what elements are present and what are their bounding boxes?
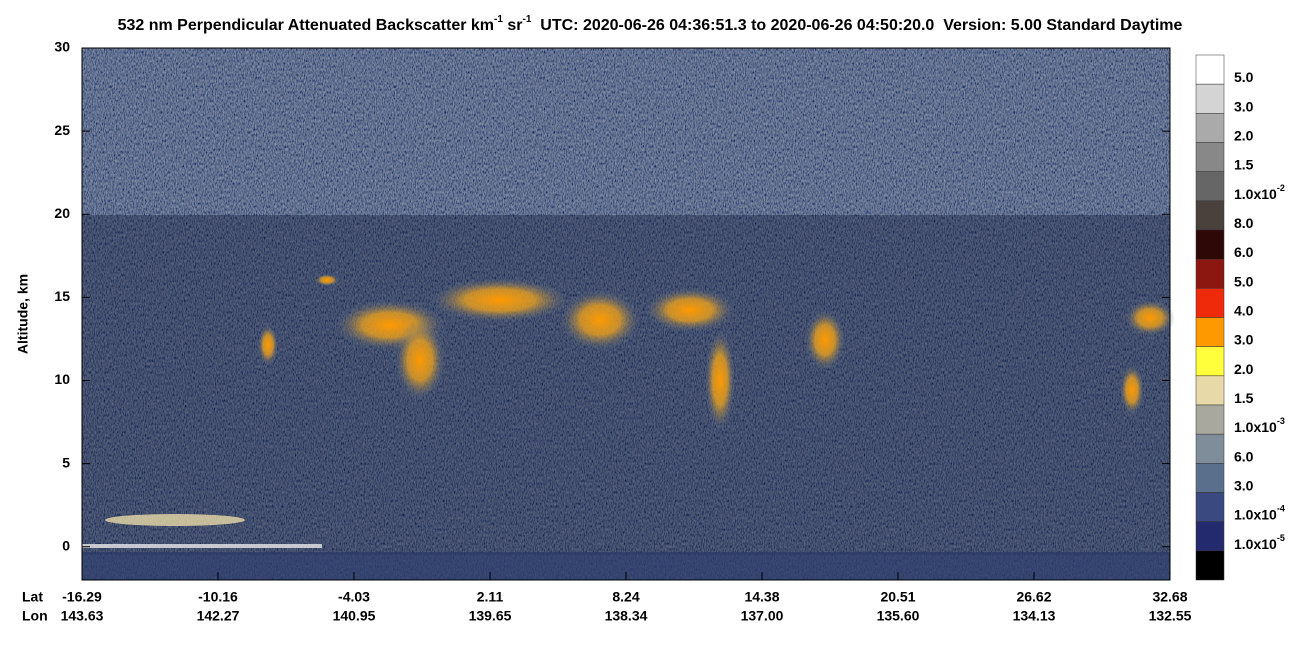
colorbar-label: 5.0	[1234, 273, 1254, 289]
colorbar-label-part: 3.0	[1234, 477, 1254, 493]
colorbar-swatch	[1195, 433, 1225, 464]
colorbar-label-part: 3.0	[1234, 98, 1254, 114]
colorbar-label-part: -5	[1277, 533, 1285, 543]
cloud-features	[82, 274, 1175, 580]
colorbar-label: 2.0	[1234, 127, 1254, 143]
colorbar-label-part: 2.0	[1234, 127, 1254, 143]
colorbar-label: 3.0	[1234, 331, 1254, 347]
y-tick-label: 10	[54, 371, 70, 387]
colorbar-label: 1.5	[1234, 390, 1254, 406]
colorbar-label-part: 2.0	[1234, 361, 1254, 377]
x-tick-label: 14.38	[744, 589, 779, 605]
colorbar-swatch	[1195, 83, 1225, 114]
colorbar-label-part: 5.0	[1234, 69, 1254, 85]
colorbar-swatch	[1195, 258, 1225, 289]
colorbar-label: 4.0	[1234, 302, 1254, 318]
colorbar-label-part: -2	[1277, 183, 1285, 193]
x-tick-label: 26.62	[1016, 589, 1051, 605]
x-tick-label: 139.65	[469, 608, 512, 624]
x-tick-label: -10.16	[198, 589, 238, 605]
colorbar-label: 5.0	[1234, 69, 1254, 85]
x-tick-label: 32.68	[1152, 589, 1187, 605]
x-tick-label: 135.60	[877, 608, 920, 624]
y-tick-label: 20	[54, 205, 70, 221]
colorbar-swatch	[1195, 229, 1225, 260]
colorbar-swatch	[1195, 171, 1225, 202]
colorbar-swatch	[1195, 142, 1225, 172]
x-tick-label: 138.34	[605, 608, 648, 624]
colorbar-label-part: 4.0	[1234, 302, 1254, 318]
colorbar-label-part: 1.5	[1234, 390, 1254, 406]
y-tick-label: 15	[54, 288, 70, 304]
colorbar-label-part: 1.0x10	[1234, 506, 1277, 522]
x-tick-label: 143.63	[61, 608, 104, 624]
colorbar-label: 3.0	[1234, 477, 1254, 493]
colorbar-label-part: 1.5	[1234, 156, 1254, 172]
y-axis-label: Altitude, km	[15, 274, 31, 354]
y-tick-label: 0	[62, 537, 70, 553]
x-tick-label: -16.29	[62, 589, 102, 605]
colorbar-label-part: 3.0	[1234, 331, 1254, 347]
colorbar-label-part: 1.0x10	[1234, 536, 1277, 552]
colorbar-swatch	[1195, 492, 1225, 522]
x-tick-label: 132.55	[1149, 608, 1192, 624]
colorbar-swatch	[1195, 200, 1225, 231]
colorbar-label-part: 8.0	[1234, 215, 1254, 231]
y-tick-label: 25	[54, 122, 70, 138]
colorbar-swatch	[1195, 550, 1225, 581]
colorbar-swatch	[1195, 113, 1225, 143]
colorbar-label-part: 6.0	[1234, 244, 1254, 260]
colorbar-label: 1.0x10-4	[1234, 504, 1285, 522]
colorbar-swatch	[1195, 317, 1225, 347]
lower-layer	[82, 215, 1170, 555]
y-tick-label: 30	[54, 39, 70, 55]
colorbar-swatch	[1195, 463, 1225, 493]
colorbar-label: 3.0	[1234, 98, 1254, 114]
colorbar-label: 1.0x10-5	[1234, 533, 1285, 551]
colorbar-label-part: -4	[1277, 504, 1285, 514]
x-tick-label: 140.95	[333, 608, 376, 624]
colorbar-label-part: 5.0	[1234, 273, 1254, 289]
colorbar-swatch	[1195, 54, 1225, 85]
colorbar-swatch	[1195, 521, 1225, 552]
colorbar-label: 1.0x10-3	[1234, 417, 1285, 435]
colorbar-swatch	[1195, 404, 1225, 435]
colorbar-swatch	[1195, 288, 1225, 318]
colorbar-label: 1.5	[1234, 156, 1254, 172]
colorbar-swatch	[1195, 346, 1225, 377]
colorbar-label: 2.0	[1234, 361, 1254, 377]
colorbar-swatch	[1195, 375, 1225, 406]
colorbar-label-part: -3	[1277, 417, 1285, 427]
chart-title: 532 nm Perpendicular Attenuated Backscat…	[118, 14, 1183, 35]
x-tick-label: 2.11	[477, 589, 504, 605]
colorbar-label: 6.0	[1234, 448, 1254, 464]
colorbar-label: 8.0	[1234, 215, 1254, 231]
x-tick-label: -4.03	[338, 589, 370, 605]
colorbar-label-part: 1.0x10	[1234, 186, 1277, 202]
colorbar-label-part: 1.0x10	[1234, 419, 1277, 435]
colorbar-label: 6.0	[1234, 244, 1254, 260]
x-tick-label: 8.24	[612, 589, 639, 605]
x-row-label: Lon	[22, 608, 48, 624]
colorbar-label: 1.0x10-2	[1234, 183, 1285, 201]
x-tick-label: 20.51	[880, 589, 915, 605]
x-tick-label: 142.27	[197, 608, 240, 624]
x-tick-label: 137.00	[741, 608, 784, 624]
y-tick-label: 5	[62, 454, 70, 470]
colorbar-label-part: 6.0	[1234, 448, 1254, 464]
x-row-label: Lat	[22, 589, 43, 605]
x-tick-label: 134.13	[1013, 608, 1056, 624]
